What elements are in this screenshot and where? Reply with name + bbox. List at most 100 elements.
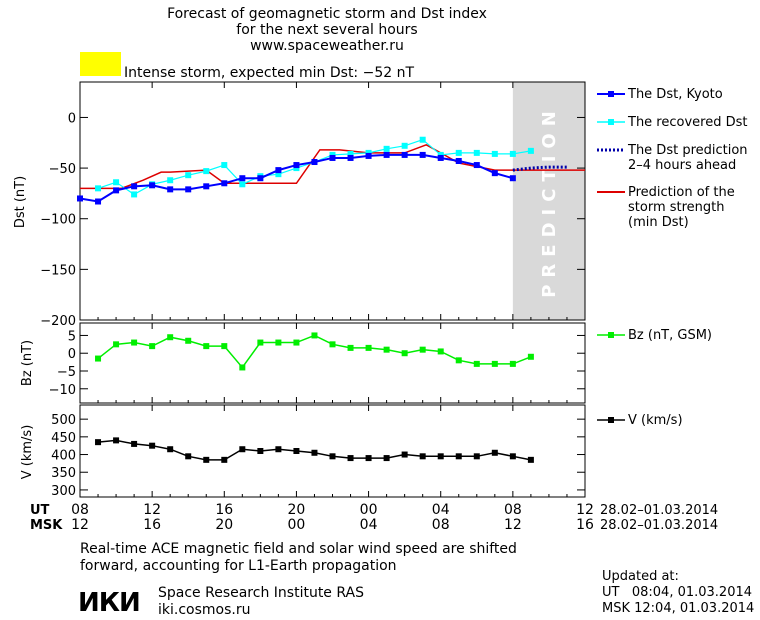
solar-wind-speed-point bbox=[347, 455, 354, 462]
bz-point bbox=[239, 364, 246, 371]
dst-panel: PREDICTION Dst (nT) bbox=[13, 81, 586, 321]
bz-point bbox=[401, 350, 408, 357]
recovered-dst-point bbox=[527, 147, 534, 154]
kyoto-dst-point bbox=[257, 175, 264, 182]
recovered-dst-point bbox=[509, 150, 516, 157]
bz-point bbox=[95, 355, 102, 362]
recovered-dst-point bbox=[203, 168, 210, 175]
updated-label: Updated at: bbox=[602, 569, 679, 584]
bz-point bbox=[491, 360, 498, 367]
bz-point bbox=[131, 339, 138, 346]
legend-kyoto-marker bbox=[608, 91, 614, 97]
recovered-dst-point bbox=[383, 145, 390, 152]
kyoto-dst-point bbox=[221, 180, 228, 187]
dst-prediction-line bbox=[512, 165, 567, 172]
recovered-dst-point bbox=[113, 179, 120, 186]
recovered-dst-point bbox=[491, 150, 498, 157]
date-range-msk: 28.02–01.03.2014 bbox=[600, 518, 718, 533]
chart-title-line-2: for the next several hours bbox=[236, 22, 417, 38]
solar-wind-speed-point bbox=[203, 456, 210, 463]
kyoto-dst-point bbox=[401, 151, 408, 158]
msk-tick-label: 16 bbox=[576, 517, 594, 533]
solar-wind-speed-point bbox=[293, 448, 300, 454]
kyoto-dst-point bbox=[347, 154, 354, 161]
footer-note-line-1: Real-time ACE magnetic field and solar w… bbox=[80, 541, 517, 557]
kyoto-dst-point bbox=[383, 151, 390, 158]
msk-tick-label: 16 bbox=[143, 517, 161, 533]
recovered-dst-point bbox=[239, 181, 246, 188]
storm-prediction-line bbox=[80, 143, 585, 190]
kyoto-dst-point bbox=[311, 159, 318, 166]
solar-wind-speed-point bbox=[185, 453, 192, 460]
bz-point bbox=[257, 339, 264, 346]
y-tick-label: 500 bbox=[51, 413, 76, 428]
y-tick-label: 0 bbox=[68, 347, 76, 362]
bz-point bbox=[455, 357, 462, 364]
storm-alert-swatch bbox=[80, 52, 121, 76]
chart-title-line-3: www.spaceweather.ru bbox=[250, 38, 404, 54]
solar-wind-speed-point bbox=[275, 446, 282, 453]
bz-point bbox=[509, 360, 516, 367]
kyoto-dst-point bbox=[95, 198, 102, 205]
solar-wind-speed-point bbox=[131, 440, 138, 447]
v-axis-label: V (km/s) bbox=[20, 425, 35, 480]
recovered-dst-point bbox=[95, 185, 102, 192]
msk-tick-label: 20 bbox=[215, 517, 233, 533]
updated-ut: UT 08:04, 01.03.2014 bbox=[602, 585, 752, 600]
legend-kyoto-label: The Dst, Kyoto bbox=[627, 87, 723, 102]
ut-label: UT bbox=[30, 503, 50, 518]
recovered-dst-point bbox=[473, 149, 480, 156]
solar-wind-speed-point bbox=[491, 449, 498, 456]
solar-wind-speed-point bbox=[167, 446, 174, 453]
ut-tick-label: 00 bbox=[360, 502, 378, 518]
solar-wind-speed-point bbox=[257, 448, 264, 454]
kyoto-dst-point bbox=[293, 162, 300, 169]
bz-point bbox=[329, 341, 336, 348]
recovered-dst-point bbox=[185, 172, 192, 179]
kyoto-dst-point bbox=[275, 167, 282, 174]
prediction-label: PREDICTION bbox=[539, 104, 560, 298]
recovered-dst-point bbox=[131, 191, 138, 198]
msk-tick-label: 08 bbox=[432, 517, 450, 533]
legend-bz-label: Bz (nT, GSM) bbox=[628, 328, 712, 343]
bz-point bbox=[221, 343, 228, 350]
recovered-dst-point bbox=[275, 171, 282, 178]
y-tick-label: 350 bbox=[51, 466, 76, 481]
kyoto-dst-point bbox=[509, 175, 516, 182]
bz-line bbox=[97, 334, 532, 369]
bz-point bbox=[347, 344, 354, 351]
recovered-dst-point bbox=[329, 151, 336, 158]
y-tick-label: −10 bbox=[49, 383, 76, 398]
recovered-dst-point bbox=[347, 150, 354, 157]
recovered-dst-point bbox=[221, 162, 228, 169]
kyoto-dst-point bbox=[77, 195, 83, 202]
solar-wind-speed-point bbox=[455, 453, 462, 460]
bz-legend: Bz (nT, GSM) bbox=[597, 328, 712, 343]
bz-point bbox=[365, 344, 372, 351]
institute-site: iki.cosmos.ru bbox=[158, 602, 250, 618]
bz-point bbox=[167, 334, 174, 341]
msk-tick-label: 12 bbox=[504, 517, 522, 533]
chart-title-line-1: Forecast of geomagnetic storm and Dst in… bbox=[167, 6, 487, 22]
iki-logo: ИКИ bbox=[78, 588, 140, 618]
kyoto-dst-point bbox=[365, 152, 372, 159]
recovered-dst-point bbox=[293, 165, 300, 172]
recovered-dst-point bbox=[419, 136, 426, 143]
msk-tick-label: 00 bbox=[288, 517, 306, 533]
kyoto-dst-point bbox=[491, 170, 498, 177]
y-tick-label: 300 bbox=[51, 484, 76, 499]
prediction-zone bbox=[512, 82, 585, 320]
solar-wind-speed-point bbox=[311, 449, 318, 456]
solar-wind-speed-point bbox=[221, 456, 228, 463]
y-tick-label: 400 bbox=[51, 449, 76, 464]
bz-panel: Bz (nT) bbox=[20, 322, 586, 404]
bz-point bbox=[383, 346, 390, 353]
kyoto-dst-point bbox=[473, 162, 480, 169]
footer-note-line-2: forward, accounting for L1-Earth propaga… bbox=[80, 558, 397, 574]
kyoto-dst-point bbox=[437, 154, 444, 161]
y-tick-label: 450 bbox=[51, 431, 76, 446]
y-tick-label: −200 bbox=[40, 314, 76, 329]
legend-storm-label-1: Prediction of the bbox=[628, 185, 735, 200]
kyoto-dst-point bbox=[113, 187, 120, 194]
